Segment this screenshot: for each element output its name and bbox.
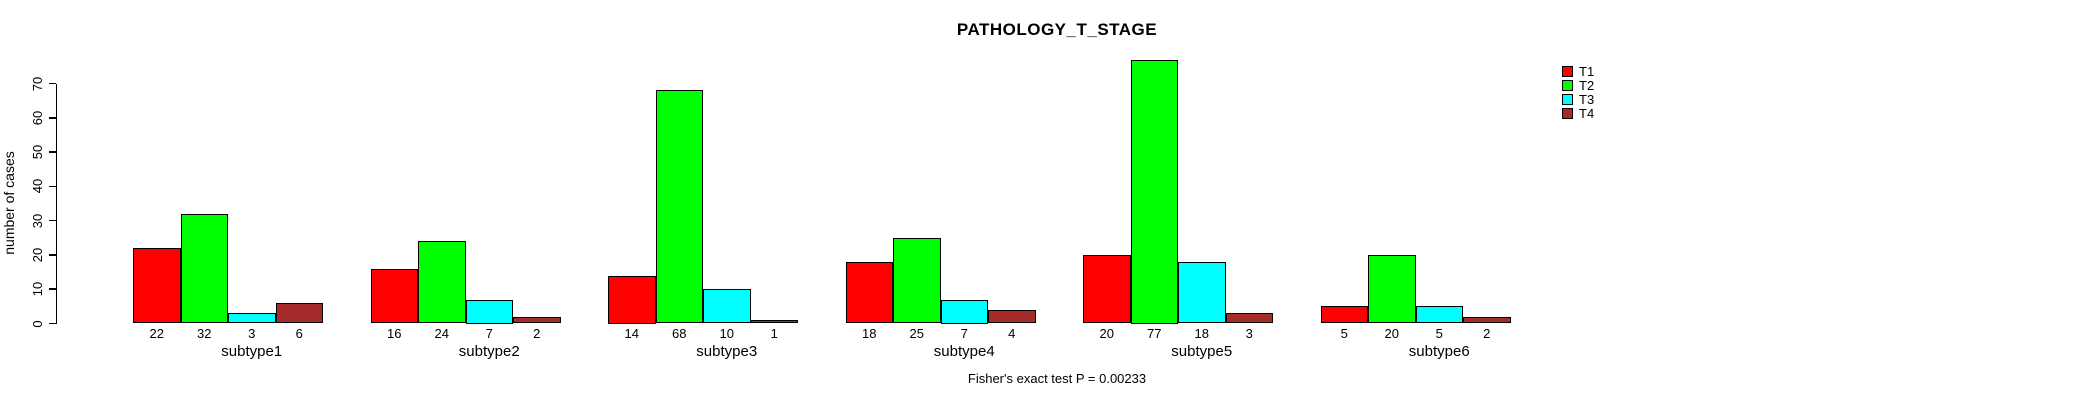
legend-label-t1: T1 xyxy=(1579,64,1595,79)
y-axis-tick-label: 0 xyxy=(30,319,45,328)
y-axis-tick xyxy=(48,151,56,153)
bar-value-label: 14 xyxy=(624,326,639,341)
bar-subtype5-T3 xyxy=(1178,261,1226,324)
legend: T1 T2 T3 T4 xyxy=(1562,65,1594,121)
bar-subtype1-T3 xyxy=(228,313,276,324)
legend-swatch-t1 xyxy=(1562,66,1573,77)
bar-value-label: 77 xyxy=(1147,326,1162,341)
legend-item-t2: T2 xyxy=(1562,79,1594,92)
bar-subtype2-T4 xyxy=(513,316,561,324)
y-axis-tick-label: 10 xyxy=(30,281,45,297)
bar-subtype5-T2 xyxy=(1130,59,1178,324)
bar-subtype6-T2 xyxy=(1368,254,1416,324)
bar-value-label: 68 xyxy=(672,326,687,341)
bar-value-label: 1 xyxy=(770,326,778,341)
bar-subtype4-T2 xyxy=(893,237,941,324)
bar-value-label: 25 xyxy=(909,326,924,341)
x-category-label: subtype3 xyxy=(696,343,758,360)
legend-label-t3: T3 xyxy=(1579,92,1595,107)
x-category-label: subtype1 xyxy=(221,343,283,360)
bar-value-label: 3 xyxy=(248,326,256,341)
bar-value-label: 2 xyxy=(1483,326,1491,341)
bar-value-label: 24 xyxy=(434,326,449,341)
bar-subtype6-T3 xyxy=(1415,306,1463,324)
chart-title: PATHOLOGY_T_STAGE xyxy=(956,20,1158,39)
bar-subtype3-T1 xyxy=(608,275,656,324)
bar-value-label: 7 xyxy=(485,326,493,341)
bar-subtype2-T3 xyxy=(465,299,513,324)
bar-subtype1-T4 xyxy=(275,302,323,324)
y-axis-tick xyxy=(48,254,56,256)
bar-value-label: 20 xyxy=(1384,326,1399,341)
bar-subtype5-T1 xyxy=(1083,254,1131,324)
y-axis-tick xyxy=(48,82,56,85)
y-axis-tick-label: 40 xyxy=(30,179,45,194)
legend-item-t4: T4 xyxy=(1562,107,1594,120)
bar-subtype1-T1 xyxy=(133,248,181,324)
bar-subtype3-T3 xyxy=(703,289,751,324)
legend-label-t2: T2 xyxy=(1579,78,1595,93)
bar-value-label: 10 xyxy=(719,326,734,341)
bar-subtype2-T1 xyxy=(370,268,418,324)
bar-value-label: 3 xyxy=(1245,326,1253,341)
y-axis-tick-label: 30 xyxy=(30,213,45,228)
legend-swatch-t3 xyxy=(1562,94,1573,105)
legend-swatch-t2 xyxy=(1562,80,1573,91)
bar-value-label: 4 xyxy=(1008,326,1016,341)
x-category-label: subtype2 xyxy=(458,343,520,360)
y-axis-tick xyxy=(48,185,56,188)
y-axis-tick-label: 50 xyxy=(30,144,45,160)
bar-subtype4-T3 xyxy=(940,299,988,324)
legend-item-t1: T1 xyxy=(1562,65,1594,78)
y-axis-tick xyxy=(48,117,56,119)
bar-value-label: 5 xyxy=(1340,326,1348,341)
x-category-label: subtype5 xyxy=(1171,343,1233,360)
bar-value-label: 2 xyxy=(533,326,541,341)
bar-value-label: 18 xyxy=(1194,326,1209,341)
y-axis-tick xyxy=(48,322,56,325)
y-axis-tick xyxy=(48,219,56,222)
legend-label-t4: T4 xyxy=(1579,106,1595,121)
bar-value-label: 32 xyxy=(197,326,212,341)
y-axis-tick xyxy=(48,288,56,290)
y-axis-tick-label: 70 xyxy=(30,76,45,91)
x-category-label: subtype6 xyxy=(1408,343,1470,360)
bar-subtype6-T4 xyxy=(1463,316,1511,324)
y-axis-line xyxy=(55,83,57,324)
bar-subtype5-T4 xyxy=(1225,313,1273,324)
bar-value-label: 22 xyxy=(149,326,164,341)
bar-subtype4-T4 xyxy=(988,309,1036,324)
bar-subtype3-T4 xyxy=(750,320,798,324)
y-axis-label: number of cases xyxy=(1,151,17,255)
footer-caption: Fisher's exact test P = 0.00233 xyxy=(967,371,1147,386)
bar-value-label: 16 xyxy=(387,326,402,341)
bar-value-label: 18 xyxy=(862,326,877,341)
bar-subtype4-T1 xyxy=(845,261,893,324)
x-category-label: subtype4 xyxy=(933,343,995,360)
bar-subtype6-T1 xyxy=(1320,306,1368,324)
legend-swatch-t4 xyxy=(1562,108,1573,119)
bar-subtype2-T2 xyxy=(418,241,466,324)
bar-subtype1-T2 xyxy=(180,213,228,324)
bar-value-label: 5 xyxy=(1435,326,1443,341)
bar-subtype3-T2 xyxy=(655,90,703,324)
bar-value-label: 7 xyxy=(960,326,968,341)
bar-value-label: 6 xyxy=(295,326,303,341)
legend-item-t3: T3 xyxy=(1562,93,1594,106)
bar-value-label: 20 xyxy=(1099,326,1114,341)
